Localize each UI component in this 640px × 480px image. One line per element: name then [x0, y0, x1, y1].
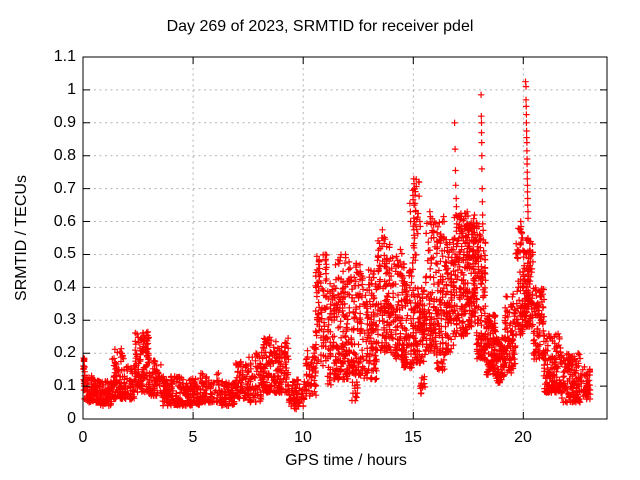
y-tick-label: 0.6 — [53, 213, 76, 230]
y-tick-label: 0.5 — [53, 245, 76, 262]
tick-marks — [82, 56, 607, 420]
x-tick-label: 10 — [294, 429, 312, 446]
scatter-points — [80, 78, 594, 413]
y-tick-label: 0.7 — [53, 180, 76, 197]
y-tick-label: 1 — [67, 81, 76, 98]
y-tick-label: 0.4 — [53, 278, 76, 295]
y-tick-label: 0.8 — [53, 147, 76, 164]
chart-title: Day 269 of 2023, SRMTID for receiver pde… — [166, 18, 474, 35]
y-tick-label: 1.1 — [53, 48, 76, 65]
x-tick-label: 0 — [78, 429, 88, 446]
y-tick-label: 0.1 — [53, 377, 76, 394]
plot-border — [82, 56, 608, 420]
y-axis-label: SRMTID / TECUs — [13, 175, 30, 301]
x-tick-label: 20 — [514, 429, 532, 446]
x-tick-label: 15 — [404, 429, 422, 446]
y-tick-label: 0.3 — [53, 311, 76, 328]
y-tick-label: 0 — [67, 410, 76, 427]
y-tick-label: 0.9 — [53, 114, 76, 131]
x-axis-label: GPS time / hours — [285, 452, 407, 469]
x-tick-label: 5 — [188, 429, 198, 446]
y-tick-label: 0.2 — [53, 344, 76, 361]
